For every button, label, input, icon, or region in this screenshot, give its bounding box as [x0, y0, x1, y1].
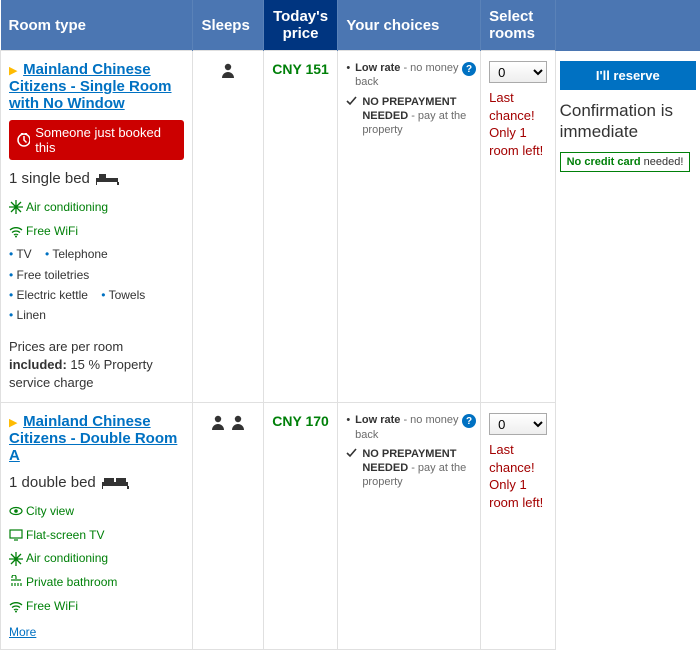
caret-icon: ▶ — [9, 65, 17, 77]
wifi-icon — [9, 224, 23, 238]
tv-icon — [9, 528, 23, 542]
amenity-bullet: Linen — [9, 308, 46, 322]
choices-cell: •Low rate - no money back NO PREPAYMENT … — [338, 51, 481, 403]
snowflake-icon — [9, 200, 23, 214]
header-choices: Your choices — [338, 0, 481, 51]
rooms-table: Room type Sleeps Today's price Your choi… — [0, 0, 700, 650]
amenity-item: Air conditioning — [9, 548, 108, 568]
header-room-type: Room type — [1, 0, 193, 51]
header-today-price: Today's price — [263, 0, 338, 51]
room-name-link[interactable]: Mainland Chinese Citizens - Double Room … — [9, 413, 177, 464]
table-row: ▶ Mainland Chinese Citizens - Single Roo… — [1, 51, 700, 403]
urgency-badge: Someone just booked this — [9, 120, 184, 160]
amenity-bullet: Free toiletries — [9, 268, 89, 282]
bed-info: 1 single bed — [9, 170, 184, 187]
bed-text: 1 single bed — [9, 170, 90, 187]
help-icon[interactable]: ? — [462, 414, 476, 428]
snowflake-icon — [9, 552, 23, 566]
amenity-item: Flat-screen TV — [9, 525, 104, 545]
person-icon — [210, 414, 226, 430]
choice-list: •Low rate - no money back NO PREPAYMENT … — [346, 413, 472, 489]
no-card-badge: No credit card needed! — [560, 152, 691, 172]
room-qty-select[interactable]: 0 — [489, 61, 547, 83]
bed-info: 1 double bed — [9, 474, 184, 491]
amenity-item: Private bathroom — [9, 572, 117, 592]
choice-list: •Low rate - no money back NO PREPAYMENT … — [346, 61, 472, 137]
side-panel: I'll reserve Confirmation is immediate N… — [555, 51, 700, 650]
wifi-icon — [9, 599, 23, 613]
select-cell: 0 Last chance! Only 1 room left! — [481, 51, 556, 403]
amenity-bullet: TV — [9, 247, 32, 261]
confirmation-text: Confirmation is immediate — [560, 100, 696, 143]
clock-icon — [17, 133, 30, 147]
amenity-item: Free WiFi — [9, 221, 78, 241]
room-name-link[interactable]: Mainland Chinese Citizens - Single Room … — [9, 61, 172, 112]
amenity-bullet: Electric kettle — [9, 288, 88, 302]
room-type-cell: ▶ Mainland Chinese Citizens - Double Roo… — [1, 403, 193, 650]
amenity-item: City view — [9, 501, 74, 521]
header-select: Select rooms — [481, 0, 556, 51]
reserve-button[interactable]: I'll reserve — [560, 61, 696, 90]
price-cell: CNY 151 — [263, 51, 338, 403]
shower-icon — [9, 575, 23, 589]
header-sleeps: Sleeps — [193, 0, 263, 51]
amenity-item: Free WiFi — [9, 596, 78, 616]
price-value: CNY 170 — [272, 413, 329, 429]
caret-icon: ▶ — [9, 417, 17, 429]
more-link[interactable]: More — [9, 625, 36, 639]
eye-icon — [9, 504, 23, 518]
select-cell: 0 Last chance! Only 1 room left! — [481, 403, 556, 650]
person-icon — [220, 62, 236, 78]
price-note: Prices are per room included: 15 % Prope… — [9, 338, 184, 393]
bed-single-icon — [96, 172, 120, 186]
amenities: City view Flat-screen TV Air conditionin… — [9, 501, 184, 619]
room-qty-select[interactable]: 0 — [489, 413, 547, 435]
amenity-bullet: Telephone — [45, 247, 108, 261]
check-icon — [346, 448, 357, 458]
price-cell: CNY 170 — [263, 403, 338, 650]
amenity-bullet: Towels — [101, 288, 145, 302]
bed-double-icon — [102, 476, 130, 490]
bed-text: 1 double bed — [9, 474, 96, 491]
amenity-item: Air conditioning — [9, 197, 108, 217]
header-row: Room type Sleeps Today's price Your choi… — [1, 0, 700, 51]
price-value: CNY 151 — [272, 61, 329, 77]
sleeps-cell — [193, 51, 263, 403]
check-icon — [346, 96, 357, 106]
person-icon — [230, 414, 246, 430]
scarcity-text: Last chance! Only 1 room left! — [489, 89, 547, 159]
amenities: Air conditioning Free WiFi TV Telephone … — [9, 197, 184, 326]
header-spacer — [555, 0, 700, 51]
sleeps-cell — [193, 403, 263, 650]
choices-cell: •Low rate - no money back NO PREPAYMENT … — [338, 403, 481, 650]
help-icon[interactable]: ? — [462, 62, 476, 76]
urgency-text: Someone just booked this — [35, 125, 176, 155]
scarcity-text: Last chance! Only 1 room left! — [489, 441, 547, 511]
room-type-cell: ▶ Mainland Chinese Citizens - Single Roo… — [1, 51, 193, 403]
